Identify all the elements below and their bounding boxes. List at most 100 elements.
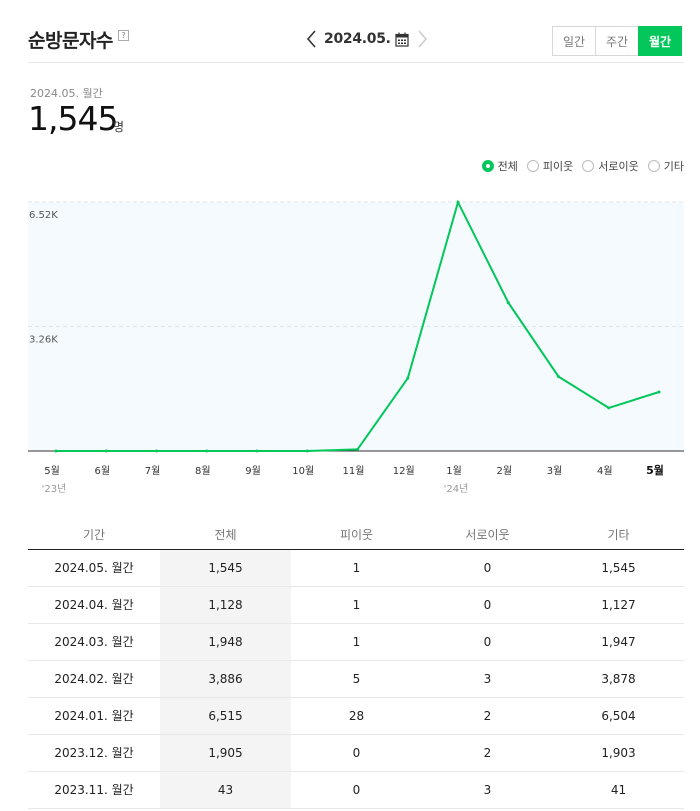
- legend-label: 전체: [497, 160, 518, 173]
- cell-other: 41: [553, 771, 684, 809]
- period-tabs: 일간 주간 월간: [552, 26, 682, 56]
- tab-weekly[interactable]: 주간: [595, 26, 639, 56]
- radio-icon: [647, 160, 660, 172]
- cell-period: 2024.04. 월간: [28, 586, 160, 624]
- cell-total: 6,515: [160, 697, 291, 735]
- data-point: [657, 390, 661, 394]
- cell-other: 1,545: [553, 549, 684, 587]
- chart-legend: 전체 피이웃 서로이웃 기타: [473, 158, 684, 174]
- x-tick-label: 2월: [496, 465, 512, 477]
- cell-period: 2024.03. 월간: [28, 623, 160, 661]
- cell-total: 1,128: [160, 586, 291, 624]
- radio-checked-icon: [481, 160, 494, 172]
- x-tick-label: 5월: [646, 463, 664, 477]
- cell-mutual-neighbor: 0: [422, 623, 553, 661]
- x-tick-label: 12월: [393, 465, 415, 477]
- cell-total: 1,948: [160, 623, 291, 661]
- page-title: 순방문자수: [28, 30, 113, 52]
- current-period: 2024.05.: [324, 31, 391, 47]
- tab-daily[interactable]: 일간: [552, 26, 596, 56]
- x-tick-label: 9월: [245, 465, 261, 477]
- table-header-row: 기간 전체 피이웃 서로이웃 기타: [28, 520, 684, 550]
- legend-item-mutual-neighbor[interactable]: 서로이웃: [582, 158, 639, 174]
- cell-mutual-neighbor: 3: [422, 771, 553, 809]
- cell-period: 2024.01. 월간: [28, 697, 160, 735]
- x-year-label: '24년: [444, 483, 469, 495]
- cell-mutual-neighbor: 3: [422, 660, 553, 698]
- column-header-neighbor: 피이웃: [291, 520, 422, 550]
- cell-neighbor: 0: [291, 771, 422, 809]
- x-tick-label: 3월: [547, 465, 563, 477]
- x-tick-label: 7월: [145, 465, 161, 477]
- data-point: [155, 449, 158, 453]
- legend-label: 피이웃: [542, 160, 574, 173]
- visitor-table: 기간 전체 피이웃 서로이웃 기타 2024.05. 월간 1,545 1 0 …: [28, 520, 684, 809]
- header-divider: [28, 62, 684, 63]
- cell-neighbor: 1: [291, 623, 422, 661]
- data-point: [406, 376, 410, 380]
- cell-neighbor: 5: [291, 660, 422, 698]
- cell-neighbor: 0: [291, 734, 422, 772]
- data-point: [456, 200, 460, 204]
- table-row: 2024.01. 월간 6,515 28 2 6,504: [28, 697, 684, 735]
- x-tick-label: 5월: [44, 465, 60, 477]
- cell-mutual-neighbor: 0: [422, 586, 553, 624]
- period-navigator: 2024.05.: [305, 28, 429, 50]
- x-tick-label: 6월: [94, 465, 110, 477]
- table-row: 2024.05. 월간 1,545 1 0 1,545: [28, 549, 684, 587]
- tab-monthly[interactable]: 월간: [638, 26, 682, 56]
- radio-icon: [582, 160, 595, 172]
- cell-total: 1,905: [160, 734, 291, 772]
- cell-period: 2024.05. 월간: [28, 549, 160, 587]
- summary-unit: 명: [113, 120, 125, 134]
- legend-item-other[interactable]: 기타: [647, 158, 684, 174]
- cell-period: 2024.02. 월간: [28, 660, 160, 698]
- cell-total: 43: [160, 771, 291, 809]
- x-tick-label: 4월: [597, 465, 613, 477]
- cell-other: 1,947: [553, 623, 684, 661]
- legend-item-neighbor[interactable]: 피이웃: [526, 158, 574, 174]
- data-point: [54, 449, 58, 453]
- x-tick-label: 11월: [343, 465, 365, 477]
- summary-period-label: 2024.05. 월간: [30, 87, 103, 100]
- cell-other: 6,504: [553, 697, 684, 735]
- data-point: [607, 406, 611, 410]
- legend-item-all[interactable]: 전체: [481, 158, 518, 174]
- table-row: 2024.02. 월간 3,886 5 3 3,878: [28, 660, 684, 698]
- column-header-total: 전체: [160, 520, 291, 550]
- cell-period: 2023.12. 월간: [28, 734, 160, 772]
- chevron-right-icon[interactable]: [415, 28, 429, 50]
- x-tick-label: 10월: [292, 465, 314, 477]
- summary-value: 1,545: [28, 99, 118, 138]
- data-point: [104, 449, 108, 453]
- data-point: [557, 375, 560, 379]
- data-point: [506, 301, 510, 305]
- cell-other: 3,878: [553, 660, 684, 698]
- calendar-icon[interactable]: [395, 32, 409, 47]
- cell-mutual-neighbor: 2: [422, 697, 553, 735]
- cell-neighbor: 1: [291, 586, 422, 624]
- cell-period: 2023.11. 월간: [28, 771, 160, 809]
- x-year-label: '23년: [42, 483, 67, 495]
- table-row: 2024.04. 월간 1,128 1 0 1,127: [28, 586, 684, 624]
- data-point: [255, 449, 259, 453]
- x-tick-label: 1월: [446, 465, 462, 477]
- cell-other: 1,127: [553, 586, 684, 624]
- chevron-left-icon[interactable]: [305, 28, 319, 50]
- cell-total: 3,886: [160, 660, 291, 698]
- legend-label: 서로이웃: [598, 160, 639, 173]
- data-point: [305, 449, 309, 453]
- y-tick-label: 3.26K: [29, 335, 58, 346]
- cell-neighbor: 1: [291, 549, 422, 587]
- cell-total: 1,545: [160, 549, 291, 587]
- table-row: 2024.03. 월간 1,948 1 0 1,947: [28, 623, 684, 661]
- cell-mutual-neighbor: 2: [422, 734, 553, 772]
- cell-other: 1,903: [553, 734, 684, 772]
- cell-mutual-neighbor: 0: [422, 549, 553, 587]
- page-header: 순방문자수 ? 2024.05. 일간 주간 월간: [0, 0, 700, 62]
- column-header-period: 기간: [28, 520, 160, 550]
- legend-label: 기타: [663, 160, 684, 173]
- help-icon[interactable]: ?: [118, 30, 129, 41]
- radio-icon: [526, 160, 539, 172]
- cell-neighbor: 28: [291, 697, 422, 735]
